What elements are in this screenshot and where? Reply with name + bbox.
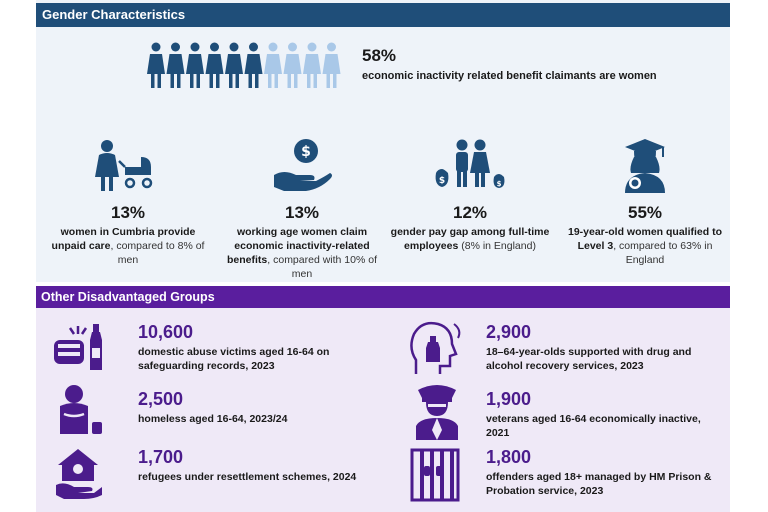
stat-number: 1,900 [486, 389, 532, 409]
woman-figure-icon [205, 42, 224, 88]
gender-stat-qualifications: 55% 19-year-old women qualified to Level… [565, 135, 725, 267]
woman-figure-icon [264, 42, 282, 88]
stat-homeless: 2,500 homeless aged 16-64, 2023/24 [138, 389, 368, 426]
prison-bars-icon [410, 448, 460, 507]
mother-with-pram-icon [48, 135, 208, 195]
stat-number: 1,700 [138, 447, 184, 467]
stat-number: 2,900 [486, 322, 532, 342]
stat-label: offenders aged 18+ managed by HM Prison … [486, 471, 712, 497]
domestic-abuse-icon [52, 322, 108, 379]
drug-recovery-icon [408, 320, 464, 381]
stat-number: 10,600 [138, 322, 194, 342]
stat-label: refugees under resettlement schemes, 202… [138, 471, 357, 483]
svg-text:$: $ [439, 176, 445, 186]
stat-percent: 12% [452, 203, 488, 222]
woman-figure-icon [225, 42, 243, 88]
gender-header: Gender Characteristics [36, 3, 730, 27]
stat-percent: 13% [284, 203, 320, 222]
stat-number: 2,500 [138, 389, 184, 409]
headline-description: economic inactivity related benefit clai… [362, 70, 657, 82]
stat-offenders: 1,800 offenders aged 18+ managed by HM P… [486, 447, 726, 498]
svg-text:$: $ [301, 144, 311, 160]
stat-description: 19-year-old women qualified to Level 3, … [567, 226, 723, 266]
veteran-officer-icon [412, 380, 462, 447]
woman-figure-icon [166, 42, 185, 88]
other-groups-panel [36, 308, 730, 512]
stat-number: 1,800 [486, 447, 532, 467]
woman-figure-icon [322, 42, 341, 88]
gender-stat-benefits: $ 13% working age women claim economic i… [222, 135, 382, 281]
other-groups-header: Other Disadvantaged Groups [36, 286, 730, 308]
homeless-person-icon [56, 384, 106, 441]
stat-percent: 13% [110, 203, 146, 222]
svg-text:$: $ [497, 180, 502, 188]
stat-description: working age women claim economic inactiv… [227, 226, 377, 280]
stat-description: women in Cumbria provide unpaid care, co… [51, 226, 205, 266]
stat-veterans: 1,900 veterans aged 16-64 economically i… [486, 389, 726, 440]
stat-label: veterans aged 16-64 economically inactiv… [486, 413, 701, 439]
people-icon-row [146, 42, 346, 97]
stat-description: gender pay gap among full-time employees… [390, 226, 550, 252]
stat-percent: 55% [627, 203, 663, 222]
headline-percent: 58% [362, 46, 397, 65]
gender-stat-pay-gap: $ $ 12% gender pay gap among full-time e… [390, 135, 550, 253]
stat-refugees: 1,700 refugees under resettlement scheme… [138, 447, 368, 484]
woman-icon-group [147, 42, 341, 88]
woman-figure-icon [186, 42, 204, 88]
pay-gap-people-icon: $ $ [390, 135, 550, 195]
stat-label: homeless aged 16-64, 2023/24 [138, 413, 288, 425]
woman-figure-icon [283, 42, 302, 88]
stat-domestic-abuse: 10,600 domestic abuse victims aged 16-64… [138, 322, 368, 373]
stat-label: domestic abuse victims aged 16-64 on saf… [138, 346, 330, 372]
woman-figure-icon [244, 42, 263, 88]
refugee-home-icon [54, 447, 104, 504]
woman-figure-icon [147, 42, 165, 88]
graduate-icon [565, 135, 725, 195]
woman-figure-icon [303, 42, 321, 88]
stat-drug-recovery: 2,900 18–64-year-olds supported with dru… [486, 322, 726, 373]
hand-holding-coin-icon: $ [222, 135, 382, 195]
stat-label: 18–64-year-olds supported with drug and … [486, 346, 692, 372]
gender-stat-unpaid-care: 13% women in Cumbria provide unpaid care… [48, 135, 208, 267]
